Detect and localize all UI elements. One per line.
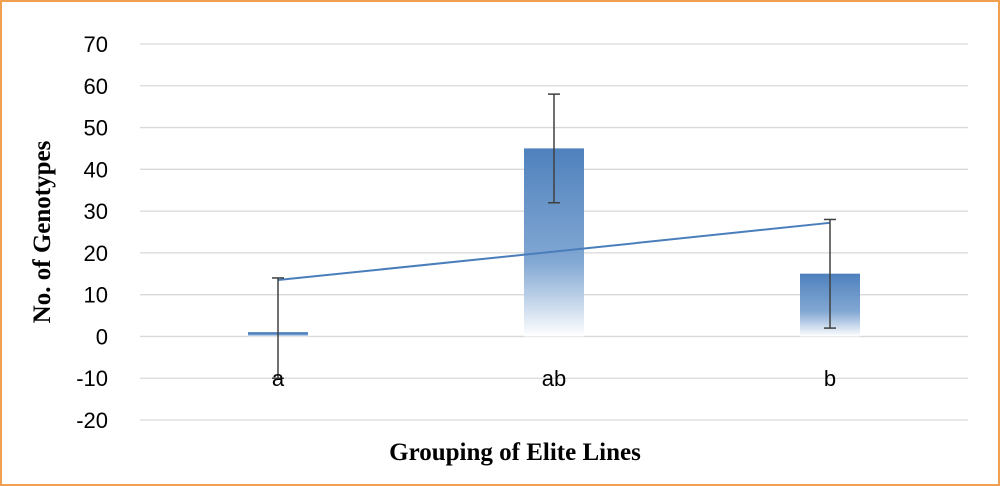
y-tick-label: -20 [76,408,108,433]
trend-line-layer [277,221,831,282]
y-tick-label: 70 [84,32,108,57]
y-tick-label: 20 [84,241,108,266]
x-tick-label: ab [542,366,566,391]
x-axis-title: Grouping of Elite Lines [389,439,641,466]
y-tick-label: 40 [84,157,108,182]
y-tick-label: -10 [76,366,108,391]
y-tick-label: 60 [84,74,108,99]
y-tick-label: 50 [84,116,108,141]
x-tick-labels: a ab b [272,366,836,391]
y-tick-label: 30 [84,199,108,224]
y-tick-label: 10 [84,283,108,308]
y-tick-label: 0 [96,324,108,349]
y-axis-title: No. of Genotypes [29,140,56,323]
y-tick-labels: 70 60 50 40 30 20 10 0 -10 -20 [76,32,108,433]
x-tick-label: b [824,366,836,391]
trend-line [277,221,831,282]
error-bars [272,93,836,379]
x-tick-label: a [272,366,285,391]
